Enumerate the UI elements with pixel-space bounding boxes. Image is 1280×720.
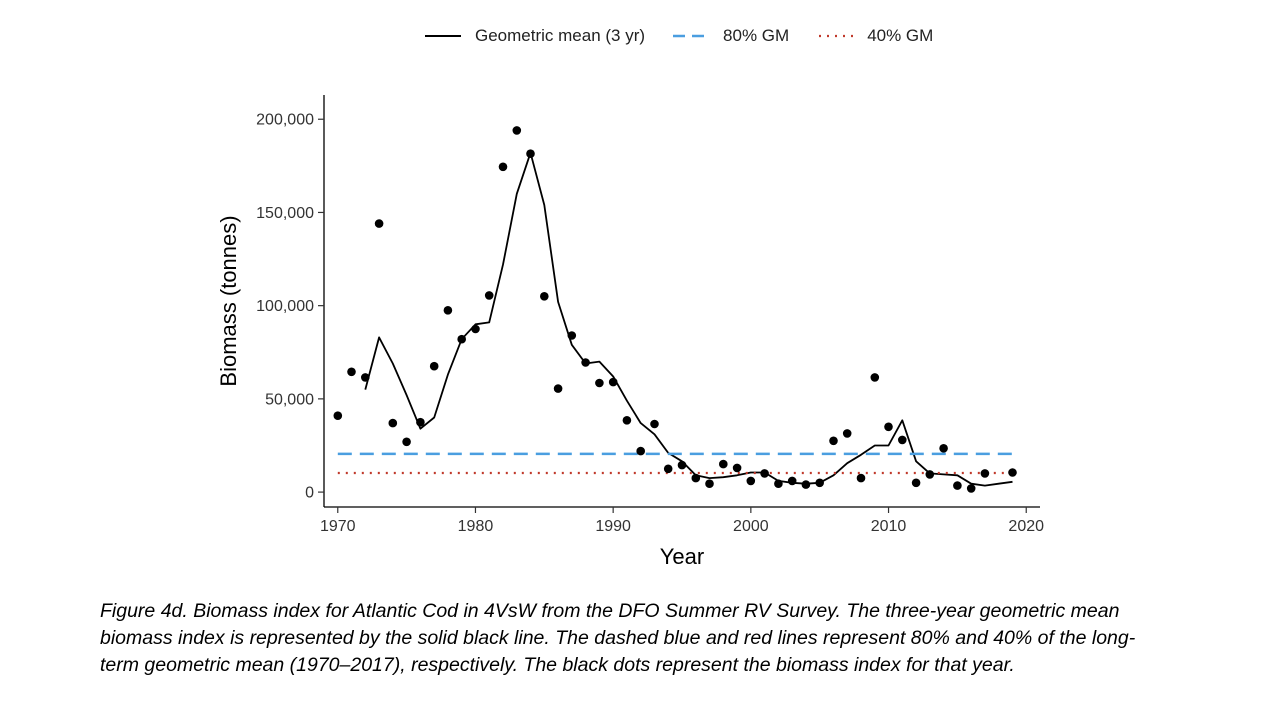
data-point — [829, 436, 838, 446]
data-point — [636, 446, 645, 456]
data-point — [650, 419, 659, 429]
biomass-chart: 1970 1980 1990 2000 2010 2020 0 50,000 100,000 15… — [216, 95, 1044, 569]
y-tick-label: 0 — [305, 485, 314, 502]
y-tick-label: 100,000 — [256, 298, 314, 315]
data-point — [374, 219, 384, 228]
data-point — [416, 417, 425, 427]
data-point — [553, 384, 563, 393]
data-point — [429, 361, 439, 371]
x-tick-label: 2010 — [871, 518, 907, 535]
series-line-geometric-mean-3-yr — [364, 151, 1013, 487]
data-point — [443, 306, 453, 315]
legend-key-solid — [425, 35, 461, 37]
legend-label-geometric-mean: Geometric mean (3 yr) — [475, 26, 646, 45]
data-point — [746, 476, 756, 486]
data-point — [732, 463, 742, 473]
plot-area: 1970 1980 1990 2000 2010 2020 0 50,000 100,000 15… — [216, 95, 1044, 569]
data-point — [388, 418, 398, 428]
figure-caption: Figure 4d. Biomass index for Atlantic Co… — [100, 600, 1136, 676]
x-axis-title: Year — [660, 544, 704, 569]
data-point — [347, 367, 356, 377]
data-point — [526, 149, 535, 158]
data-point — [622, 416, 632, 425]
y-axis-title: Biomass (tonnes) — [216, 215, 241, 386]
data-point — [1008, 468, 1017, 477]
data-point — [402, 437, 411, 447]
legend-key-dotted — [819, 34, 854, 38]
data-point — [595, 378, 604, 388]
data-point — [939, 444, 948, 453]
data-point — [581, 358, 590, 367]
data-point — [677, 460, 687, 470]
data-point — [567, 331, 577, 340]
data-point — [801, 480, 811, 489]
data-point — [870, 373, 880, 382]
x-tick-label: 2020 — [1008, 518, 1044, 535]
y-tick-label: 150,000 — [256, 205, 314, 222]
data-point — [719, 459, 728, 469]
legend-key-dashed — [673, 34, 710, 38]
data-point — [333, 411, 343, 421]
y-tick-label: 50,000 — [265, 391, 314, 408]
data-point — [842, 429, 852, 438]
data-point — [691, 473, 701, 483]
x-tick-label: 2000 — [733, 518, 769, 535]
x-tick-label: 1990 — [595, 518, 631, 535]
data-point — [484, 291, 494, 300]
data-point — [512, 126, 522, 135]
chart-legend: Geometric mean (3 yr) 80% GM 40% GM — [425, 22, 961, 50]
data-point — [980, 469, 990, 478]
x-tick-label: 1980 — [458, 518, 494, 535]
data-point — [911, 478, 921, 488]
data-point — [856, 473, 866, 483]
data-point — [608, 377, 618, 387]
data-point — [471, 324, 480, 334]
legend-item-40-gm: 40% GM — [817, 26, 933, 46]
data-point — [361, 373, 370, 382]
data-point — [898, 435, 907, 445]
data-point — [663, 464, 673, 474]
data-point — [498, 162, 508, 172]
y-tick-label: 200,000 — [256, 112, 314, 129]
legend-label-80-gm: 80% GM — [723, 26, 790, 45]
data-point — [953, 481, 962, 490]
data-point — [540, 292, 549, 301]
data-point — [760, 469, 769, 478]
legend-item-80-gm: 80% GM — [673, 26, 789, 46]
data-point — [457, 334, 467, 344]
x-tick-label: 1970 — [320, 518, 356, 535]
data-point — [966, 484, 976, 493]
data-point — [815, 478, 824, 488]
data-point — [705, 479, 714, 489]
data-point — [787, 476, 797, 486]
legend-label-40-gm: 40% GM — [867, 26, 934, 45]
legend-item-geometric-mean: Geometric mean (3 yr) — [425, 26, 645, 46]
data-point — [884, 422, 893, 432]
data-point — [925, 470, 935, 479]
data-point — [774, 479, 783, 489]
